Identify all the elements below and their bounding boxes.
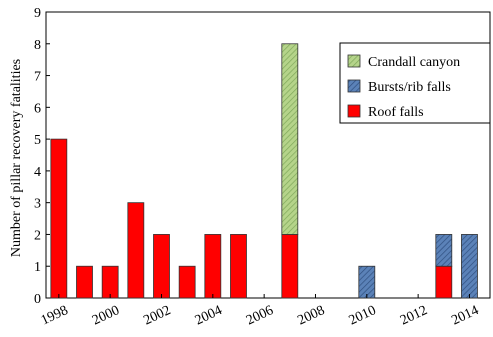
x-tick-label: 2008 — [295, 303, 327, 328]
x-tick-label: 2006 — [244, 303, 276, 328]
legend: Crandall canyon Bursts/rib falls Roof fall… — [339, 42, 491, 124]
bar-roof-falls-1999 — [76, 265, 93, 299]
x-tick-label: 2012 — [398, 303, 430, 328]
x-tick-label: 1998 — [39, 303, 71, 328]
plot-area — [45, 11, 491, 299]
legend-swatch-bursts-rib-falls — [347, 79, 361, 93]
x-axis: 1998 2000 2002 2004 2006 2008 2010 2012 2014 — [39, 294, 481, 328]
bar-roof-falls-2000 — [101, 265, 119, 299]
x-tick-label: 2010 — [347, 303, 379, 328]
legend-label-crandall-canyon: Crandall canyon — [368, 55, 460, 70]
bar-bursts-rib-falls-2013 — [435, 234, 453, 267]
bar-roof-falls-2007 — [281, 234, 299, 299]
legend-box — [339, 42, 491, 124]
bar-roof-falls-2001 — [127, 202, 145, 299]
y-tick-label: 2 — [34, 228, 41, 243]
y-tick-label: 0 — [34, 292, 41, 307]
bar-roof-falls-1998 — [50, 138, 68, 299]
bar-bursts-rib-falls-2010 — [358, 265, 376, 299]
bar-roof-falls-2003 — [178, 265, 196, 299]
y-tick-label: 4 — [34, 165, 41, 180]
bar-roof-falls-2005 — [230, 234, 247, 299]
legend-swatch-crandall-canyon — [347, 54, 361, 68]
plot-frame — [45, 11, 491, 299]
y-tick-label: 3 — [34, 197, 41, 212]
legend-swatch-roof-falls — [347, 104, 361, 118]
bar-roof-falls-2013 — [435, 265, 453, 299]
y-axis: 0 1 2 3 4 5 6 7 8 9 — [34, 6, 50, 307]
legend-label-roof-falls: Roof falls — [368, 105, 424, 120]
x-tick-label: 2002 — [141, 303, 173, 328]
y-axis-label: Number of pillar recovery fatalities — [9, 59, 24, 257]
x-tick-label: 2004 — [193, 303, 225, 328]
y-tick-label: 5 — [34, 133, 41, 148]
legend-label-bursts-rib-falls: Bursts/rib falls — [368, 80, 451, 95]
y-tick-label: 6 — [34, 101, 41, 116]
bar-crandall-canyon-2007 — [281, 43, 299, 235]
x-tick-label: 2000 — [90, 303, 122, 328]
y-tick-label: 1 — [34, 260, 41, 275]
y-tick-label: 7 — [34, 70, 41, 85]
bar-roof-falls-2002 — [153, 234, 170, 299]
bar-bursts-rib-falls-2014 — [461, 234, 478, 299]
bars-group — [50, 43, 478, 299]
x-tick-label: 2014 — [449, 303, 481, 328]
y-tick-label: 9 — [34, 6, 41, 21]
y-tick-label: 8 — [34, 38, 41, 53]
bar-roof-falls-2004 — [204, 234, 222, 299]
